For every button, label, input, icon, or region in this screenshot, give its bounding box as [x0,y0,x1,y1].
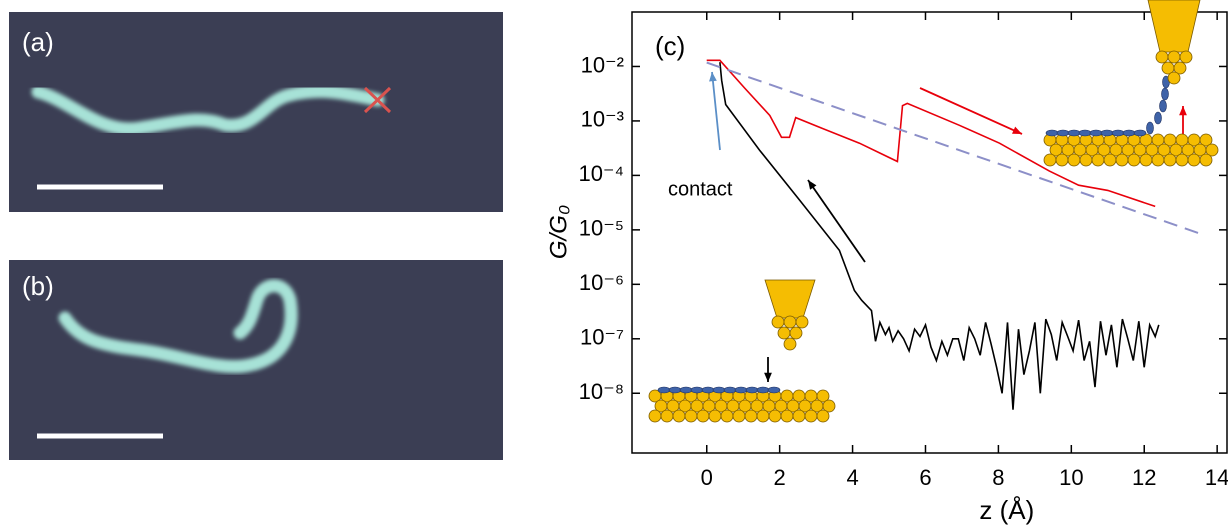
molecule [669,387,681,393]
molecule [768,387,780,393]
atom [1056,154,1068,166]
molecule [1134,130,1146,136]
panel-label: (a) [22,27,54,57]
y-tick-label: 10⁻⁵ [579,216,624,241]
y-tick-label: 10⁻⁷ [580,325,624,350]
atom [745,410,757,422]
arrow-head [764,373,772,382]
molecule [1101,130,1113,136]
y-tick-label: 10⁻⁴ [578,161,624,186]
atom [1080,154,1092,166]
atom [1068,154,1080,166]
atom [757,410,769,422]
atom [1176,154,1188,166]
plot: 0 2 4 6 8 10 12 14 10⁻⁸ 10⁻⁷ 10⁻⁶ 10⁻⁵ 10⁻⁴ 10⁻³ 10⁻² z… [545,0,1228,525]
atom [1116,154,1128,166]
molecule [724,387,736,393]
x-axis-label: z (Å) [979,495,1034,525]
atom [1128,154,1140,166]
atom [1156,51,1168,63]
atom [733,410,745,422]
molecule [1090,130,1102,136]
molecule [746,387,758,393]
atom [673,410,685,422]
y-tick-label: 10⁻⁶ [579,270,624,295]
x-tick-label: 10 [1059,465,1083,490]
y-tick-label: 10⁻² [581,52,624,77]
molecule [691,387,703,393]
molecule [702,387,714,393]
atom [721,410,733,422]
atom [1104,154,1116,166]
atom [1092,154,1104,166]
x-tick-label: 8 [992,465,1004,490]
atom [1200,154,1212,166]
x-tick-label: 14 [1205,465,1228,490]
molecule [1046,130,1058,136]
atom [784,316,796,328]
molecule [1112,130,1124,136]
atom [805,410,817,422]
figure: (a) (b) 0 2 4 6 8 10 12 14 10⁻⁸ 10⁻⁷ 10⁻⁶ 10⁻⁵ 10⁻⁴ 1… [0,0,1228,529]
arrow [920,88,1022,134]
atom [709,410,721,422]
molecule [1068,130,1080,136]
atom [1168,51,1180,63]
molecule [757,387,769,393]
atom [1152,154,1164,166]
x-tick-label: 2 [774,465,786,490]
annotation: contact [668,178,733,200]
arrow [712,72,720,150]
molecule [1079,130,1091,136]
tip [1148,0,1200,52]
x-tick-label: 12 [1132,465,1156,490]
y-tick-label: 10⁻³ [581,107,624,132]
atom [778,327,790,339]
molecule [1155,112,1162,124]
atom [1188,154,1200,166]
atom [817,410,829,422]
x-tick-label: 4 [846,465,858,490]
atom [772,316,784,328]
molecule [680,387,692,393]
atom [1180,51,1192,63]
atom [784,338,796,350]
molecule [735,387,747,393]
series-line [720,62,1159,410]
molecule [1057,130,1069,136]
atom [769,410,781,422]
molecule [1160,100,1167,112]
molecule [1123,130,1135,136]
y-tick-label: 10⁻⁸ [579,379,624,404]
panel-label: (b) [22,271,54,301]
image-panel-a: (a) [9,12,503,212]
atom [781,410,793,422]
arrow-head [808,180,816,190]
arrow-head [1179,106,1187,115]
atom [661,410,673,422]
atom [697,410,709,422]
atom [1168,72,1180,84]
y-axis-label: G/G₀ [545,205,572,259]
x-tick-label: 6 [919,465,931,490]
panel-label: (c) [655,31,685,61]
atom [1140,154,1152,166]
tip [765,280,815,318]
atom [1164,154,1176,166]
atom [796,316,808,328]
x-tick-label: 0 [701,465,713,490]
image-panel-b: (b) [9,260,503,460]
molecule [1147,122,1154,134]
atom [685,410,697,422]
molecule [713,387,725,393]
molecule [1162,88,1169,100]
atom [649,410,661,422]
molecule [658,387,670,393]
atom [793,410,805,422]
atom [790,327,802,339]
atom [1044,154,1056,166]
